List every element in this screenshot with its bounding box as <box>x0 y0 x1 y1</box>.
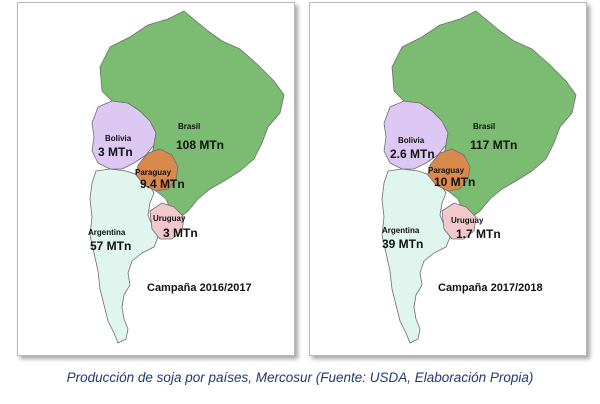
brasil-label: Brasil <box>473 122 496 131</box>
brasil-region <box>391 10 577 218</box>
paraguay-label: Paraguay <box>428 166 465 175</box>
mercosur-map <box>381 10 577 344</box>
paraguay-label: Paraguay <box>135 168 172 177</box>
brasil-label: Brasil <box>178 122 201 131</box>
uruguay-region <box>149 202 185 240</box>
season-label: Campaña 2016/2017 <box>147 282 252 294</box>
bolivia-value: 3 MTn <box>98 145 133 159</box>
argentina-region <box>381 168 451 344</box>
season-label: Campaña 2017/2018 <box>438 282 543 294</box>
paraguay-value: 9.4 MTn <box>140 177 185 191</box>
argentina-label: Argentina <box>382 226 420 235</box>
brasil-region <box>99 10 285 218</box>
paraguay-value: 10 MTn <box>434 175 476 189</box>
figure-caption: Producción de soja por países, Mercosur … <box>66 370 534 385</box>
paraguay-region <box>135 148 179 192</box>
argentina-region <box>89 168 159 344</box>
paraguay-region <box>427 148 471 192</box>
map-panel-2016-2017: Brasil 108 MTn Bolivia 3 MTn Paraguay 9.… <box>17 2 295 356</box>
uruguay-label: Uruguay <box>451 216 484 225</box>
bolivia-label: Bolivia <box>105 134 132 143</box>
uruguay-region <box>441 202 477 240</box>
bolivia-value: 2.6 MTn <box>390 147 435 161</box>
brasil-value: 108 MTn <box>176 138 225 152</box>
uruguay-value: 3 MTn <box>163 226 198 240</box>
uruguay-value: 1.7 MTn <box>456 227 501 241</box>
uruguay-label: Uruguay <box>153 214 186 223</box>
argentina-value: 39 MTn <box>382 237 424 251</box>
bolivia-label: Bolivia <box>398 136 425 145</box>
mercosur-map <box>89 10 285 344</box>
brasil-value: 117 MTn <box>470 138 518 152</box>
argentina-label: Argentina <box>88 228 126 237</box>
argentina-value: 57 MTn <box>90 239 132 253</box>
map-panel-2017-2018: Brasil 117 MTn Bolivia 2.6 MTn Paraguay … <box>309 2 587 356</box>
